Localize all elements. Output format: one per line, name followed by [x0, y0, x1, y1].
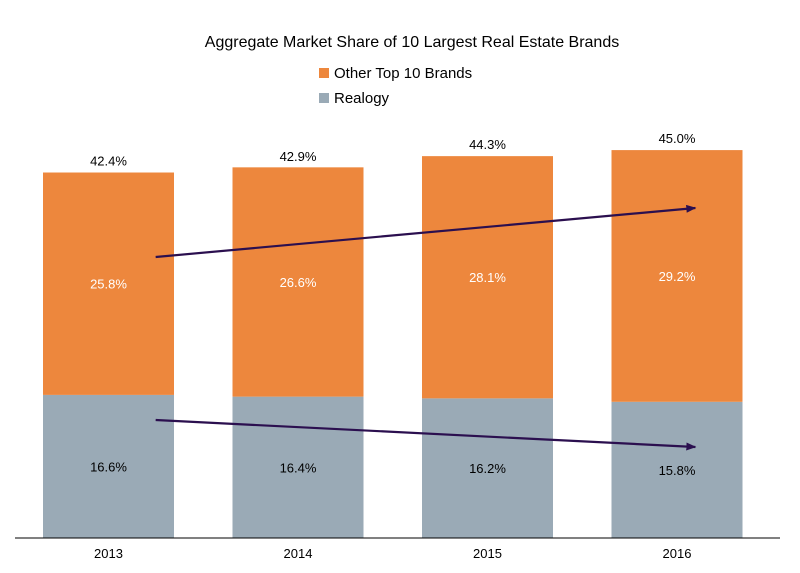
- total-label-2014: 42.9%: [280, 149, 317, 164]
- bar-realogy-2013: [43, 394, 174, 538]
- trend-arrow-realogy: [155, 418, 697, 451]
- chart-title: Aggregate Market Share of 10 Largest Rea…: [205, 34, 619, 51]
- x-tick-label-2015: 2015: [473, 546, 502, 561]
- data-label-realogy-2016: 15.8%: [659, 463, 696, 478]
- data-label-other-top-10-brands-2016: 29.2%: [659, 269, 696, 284]
- bar-other-top-10-brands-2013: [43, 172, 174, 395]
- bar-other-top-10-brands-2014: [232, 167, 364, 397]
- x-tick-label-2016: 2016: [663, 546, 692, 561]
- trend-arrows: [155, 204, 697, 451]
- x-axis-ticks: 2013 2014 2015 2016: [94, 546, 691, 561]
- legend-label-realogy: Realogy: [334, 90, 390, 107]
- trend-arrow-other-top-10-brands: [155, 204, 697, 259]
- bar-other-top-10-brands-2015: [422, 156, 553, 399]
- legend-label-other-top-10: Other Top 10 Brands: [334, 65, 472, 82]
- legend-swatch-other-top-10: [319, 68, 329, 78]
- data-label-realogy-2015: 16.2%: [469, 461, 506, 476]
- legend: Other Top 10 Brands Realogy: [319, 65, 472, 107]
- legend-swatch-realogy: [319, 93, 329, 103]
- data-label-realogy-2014: 16.4%: [280, 460, 317, 475]
- x-tick-label-2013: 2013: [94, 546, 123, 561]
- total-label-2016: 45.0%: [659, 131, 696, 146]
- bar-realogy-2015: [422, 398, 553, 538]
- total-label-2015: 44.3%: [469, 137, 506, 152]
- data-label-realogy-2013: 16.6%: [90, 459, 127, 474]
- data-label-other-top-10-brands-2014: 26.6%: [280, 275, 317, 290]
- bar-realogy-2016: [611, 401, 743, 538]
- bar-other-top-10-brands-2016: [611, 150, 743, 402]
- bar-realogy-2014: [232, 396, 364, 538]
- x-tick-label-2014: 2014: [284, 546, 313, 561]
- data-label-other-top-10-brands-2015: 28.1%: [469, 270, 506, 285]
- total-label-2013: 42.4%: [90, 154, 127, 169]
- data-label-other-top-10-brands-2013: 25.8%: [90, 277, 127, 292]
- bars-group: 16.6% 25.8% 42.4% 16.4% 26.6% 42.9% 16.2% 28.1%…: [43, 131, 743, 538]
